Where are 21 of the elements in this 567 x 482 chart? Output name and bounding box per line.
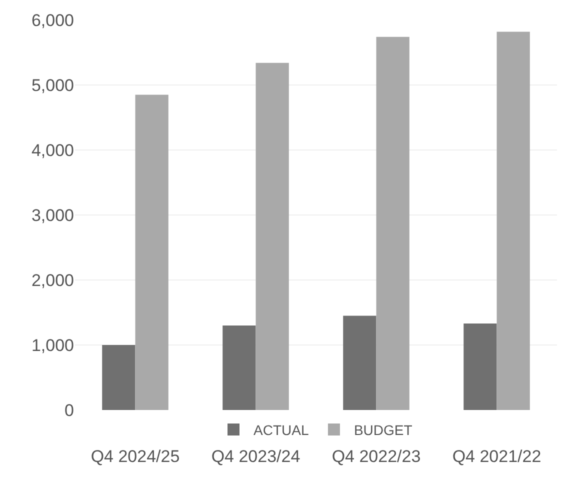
bar bbox=[496, 32, 530, 410]
x-tick-label: Q4 2024/25 bbox=[90, 447, 180, 466]
bar bbox=[376, 36, 410, 410]
x-tick-label: Q4 2023/24 bbox=[211, 447, 300, 466]
legend-label: ACTUAL bbox=[254, 422, 309, 438]
bar bbox=[256, 62, 289, 410]
y-tick-label: 2,000 bbox=[31, 270, 74, 290]
bar bbox=[464, 324, 497, 410]
legend-label: BUDGET bbox=[354, 422, 413, 438]
bar bbox=[222, 326, 256, 410]
y-tick-label: 6,000 bbox=[31, 10, 74, 30]
y-tick-label: 4,000 bbox=[31, 140, 74, 160]
bar bbox=[135, 94, 168, 410]
x-tick-label: Q4 2022/23 bbox=[332, 447, 421, 466]
y-tick-label: 3,000 bbox=[31, 206, 74, 225]
x-tick-label: Q4 2021/22 bbox=[452, 447, 542, 466]
y-tick-label: 0 bbox=[64, 400, 74, 420]
y-tick-label: 5,000 bbox=[31, 76, 74, 95]
bar bbox=[343, 316, 376, 410]
y-tick-label: 1,000 bbox=[31, 336, 74, 355]
bar bbox=[102, 345, 136, 410]
